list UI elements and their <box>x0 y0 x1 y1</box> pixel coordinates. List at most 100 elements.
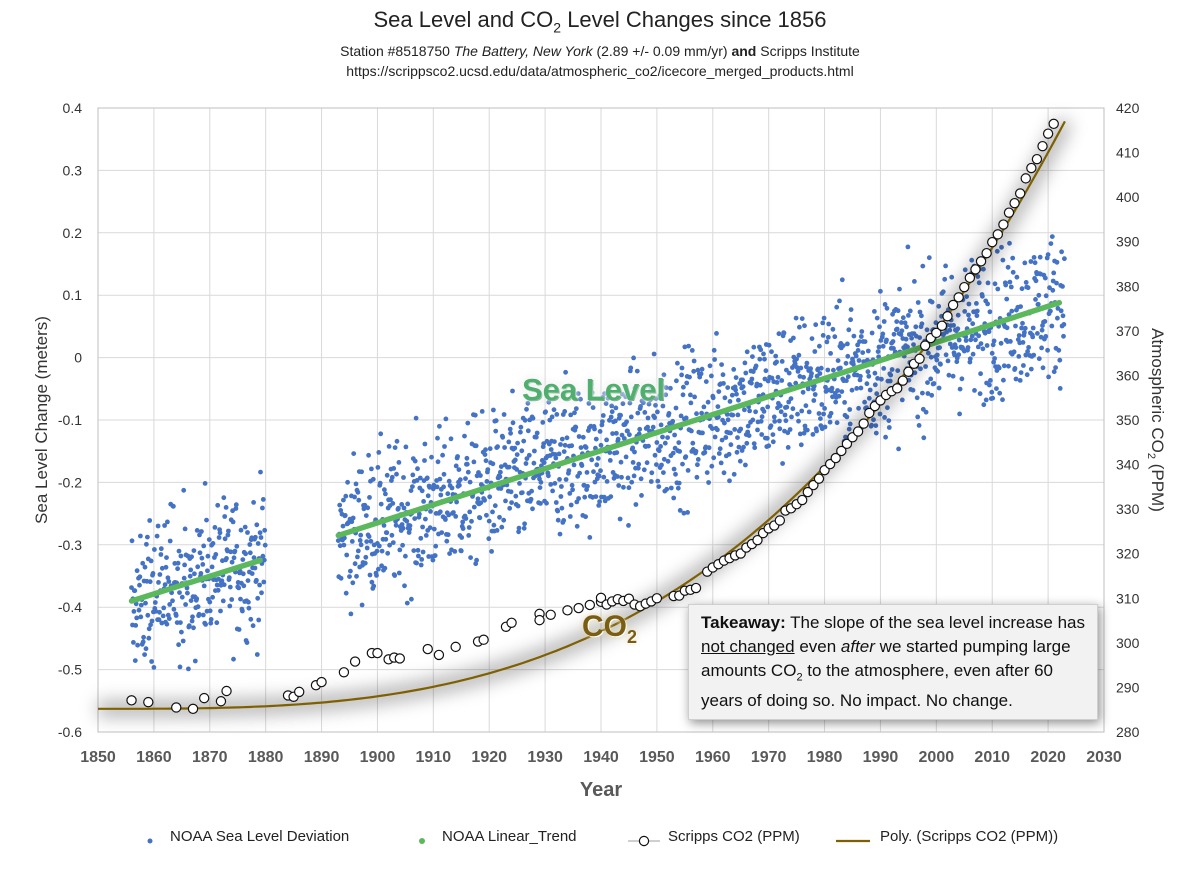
sea-level-point <box>628 365 634 371</box>
sea-level-point <box>189 554 195 560</box>
sea-level-point <box>368 538 374 544</box>
sea-level-point <box>764 435 770 441</box>
sea-level-point <box>653 402 658 408</box>
sea-level-point <box>856 405 861 411</box>
sea-level-point <box>147 579 153 585</box>
blue-dot-icon <box>147 838 153 844</box>
sea-level-point <box>943 352 949 358</box>
sea-level-point <box>917 335 922 340</box>
sea-level-point <box>210 594 216 600</box>
sea-level-point <box>685 468 691 473</box>
sea-level-point <box>366 452 371 458</box>
sea-level-point <box>203 622 209 627</box>
sea-level-point <box>665 435 670 440</box>
sea-level-point <box>171 606 177 612</box>
sea-level-point <box>737 381 743 386</box>
sea-level-point <box>552 481 558 486</box>
sea-level-point <box>551 407 557 413</box>
sea-level-point <box>484 479 490 484</box>
sea-level-point <box>468 555 473 560</box>
sea-level-point <box>899 320 904 325</box>
sea-level-point <box>557 477 562 482</box>
sea-level-point <box>639 493 644 498</box>
sea-level-point <box>474 557 479 563</box>
sea-level-point <box>159 565 165 571</box>
sea-level-point <box>1033 278 1039 284</box>
sea-level-point <box>556 451 562 457</box>
sea-level-point <box>177 664 183 670</box>
sea-level-point <box>554 412 560 417</box>
sea-level-point <box>605 395 611 401</box>
sea-level-point <box>177 590 182 595</box>
sea-level-point <box>753 409 758 415</box>
sea-level-point <box>1004 325 1010 331</box>
sea-level-point <box>848 317 853 323</box>
sea-level-point <box>672 432 677 438</box>
sea-level-point <box>418 535 424 541</box>
sea-level-point <box>400 542 405 548</box>
sea-level-point <box>228 549 234 555</box>
sea-level-point <box>482 452 488 457</box>
sea-level-point <box>984 343 990 348</box>
sea-level-point <box>969 333 975 339</box>
x-tick-label: 2000 <box>919 749 955 766</box>
sea-level-point <box>952 352 957 358</box>
sea-level-point <box>745 429 751 435</box>
sea-level-point <box>734 449 740 455</box>
sea-level-point <box>157 609 162 615</box>
sea-level-point <box>769 375 775 381</box>
sea-level-point <box>856 358 862 363</box>
sea-level-point <box>778 409 784 415</box>
sea-level-point <box>258 469 263 475</box>
sea-level-point <box>702 450 708 455</box>
sea-level-point <box>162 523 168 528</box>
sea-level-point <box>519 490 525 495</box>
sea-level-point <box>254 522 260 528</box>
co2-point <box>372 647 383 659</box>
sea-level-point <box>727 478 732 484</box>
sea-level-point <box>1053 365 1058 370</box>
sea-level-point <box>668 385 673 391</box>
co2-point <box>998 219 1009 230</box>
sea-level-point <box>355 554 360 560</box>
sea-level-point <box>1032 260 1038 266</box>
sea-level-point <box>140 639 146 645</box>
sea-level-point <box>514 467 520 472</box>
sea-level-point <box>938 361 943 367</box>
sea-level-point <box>914 395 920 401</box>
sea-level-point <box>349 539 355 544</box>
sea-level-point <box>630 460 636 465</box>
sea-level-point <box>134 568 140 574</box>
sea-level-point <box>1020 320 1025 326</box>
co2-point <box>584 599 596 611</box>
sea-level-point <box>176 548 182 554</box>
sea-level-point <box>700 430 705 436</box>
sea-level-point <box>240 608 245 614</box>
sea-level-point <box>487 446 493 452</box>
sea-level-point <box>427 525 433 531</box>
sea-level-point <box>1030 325 1036 331</box>
sea-level-point <box>1028 259 1034 264</box>
sea-level-point <box>881 366 887 371</box>
sea-level-point <box>590 405 596 410</box>
sea-level-point <box>205 568 210 574</box>
sea-level-point <box>703 379 709 384</box>
sea-level-point <box>816 411 822 416</box>
sea-level-point <box>401 505 407 511</box>
sea-level-point <box>352 561 358 567</box>
sea-level-scatter <box>129 234 1067 672</box>
sea-level-point <box>516 525 522 531</box>
sea-level-point <box>477 515 483 521</box>
sea-level-point <box>574 523 580 529</box>
sea-level-point <box>814 428 819 434</box>
sea-level-point <box>530 415 536 421</box>
sea-level-point <box>382 487 387 493</box>
sea-level-point <box>875 376 880 381</box>
sea-level-point <box>453 514 459 519</box>
sea-level-point <box>138 602 144 608</box>
sea-level-point <box>158 546 164 552</box>
sea-level-point <box>503 498 508 504</box>
sea-level-point <box>245 578 251 583</box>
sea-level-point <box>459 535 465 540</box>
sea-level-point <box>215 502 221 508</box>
